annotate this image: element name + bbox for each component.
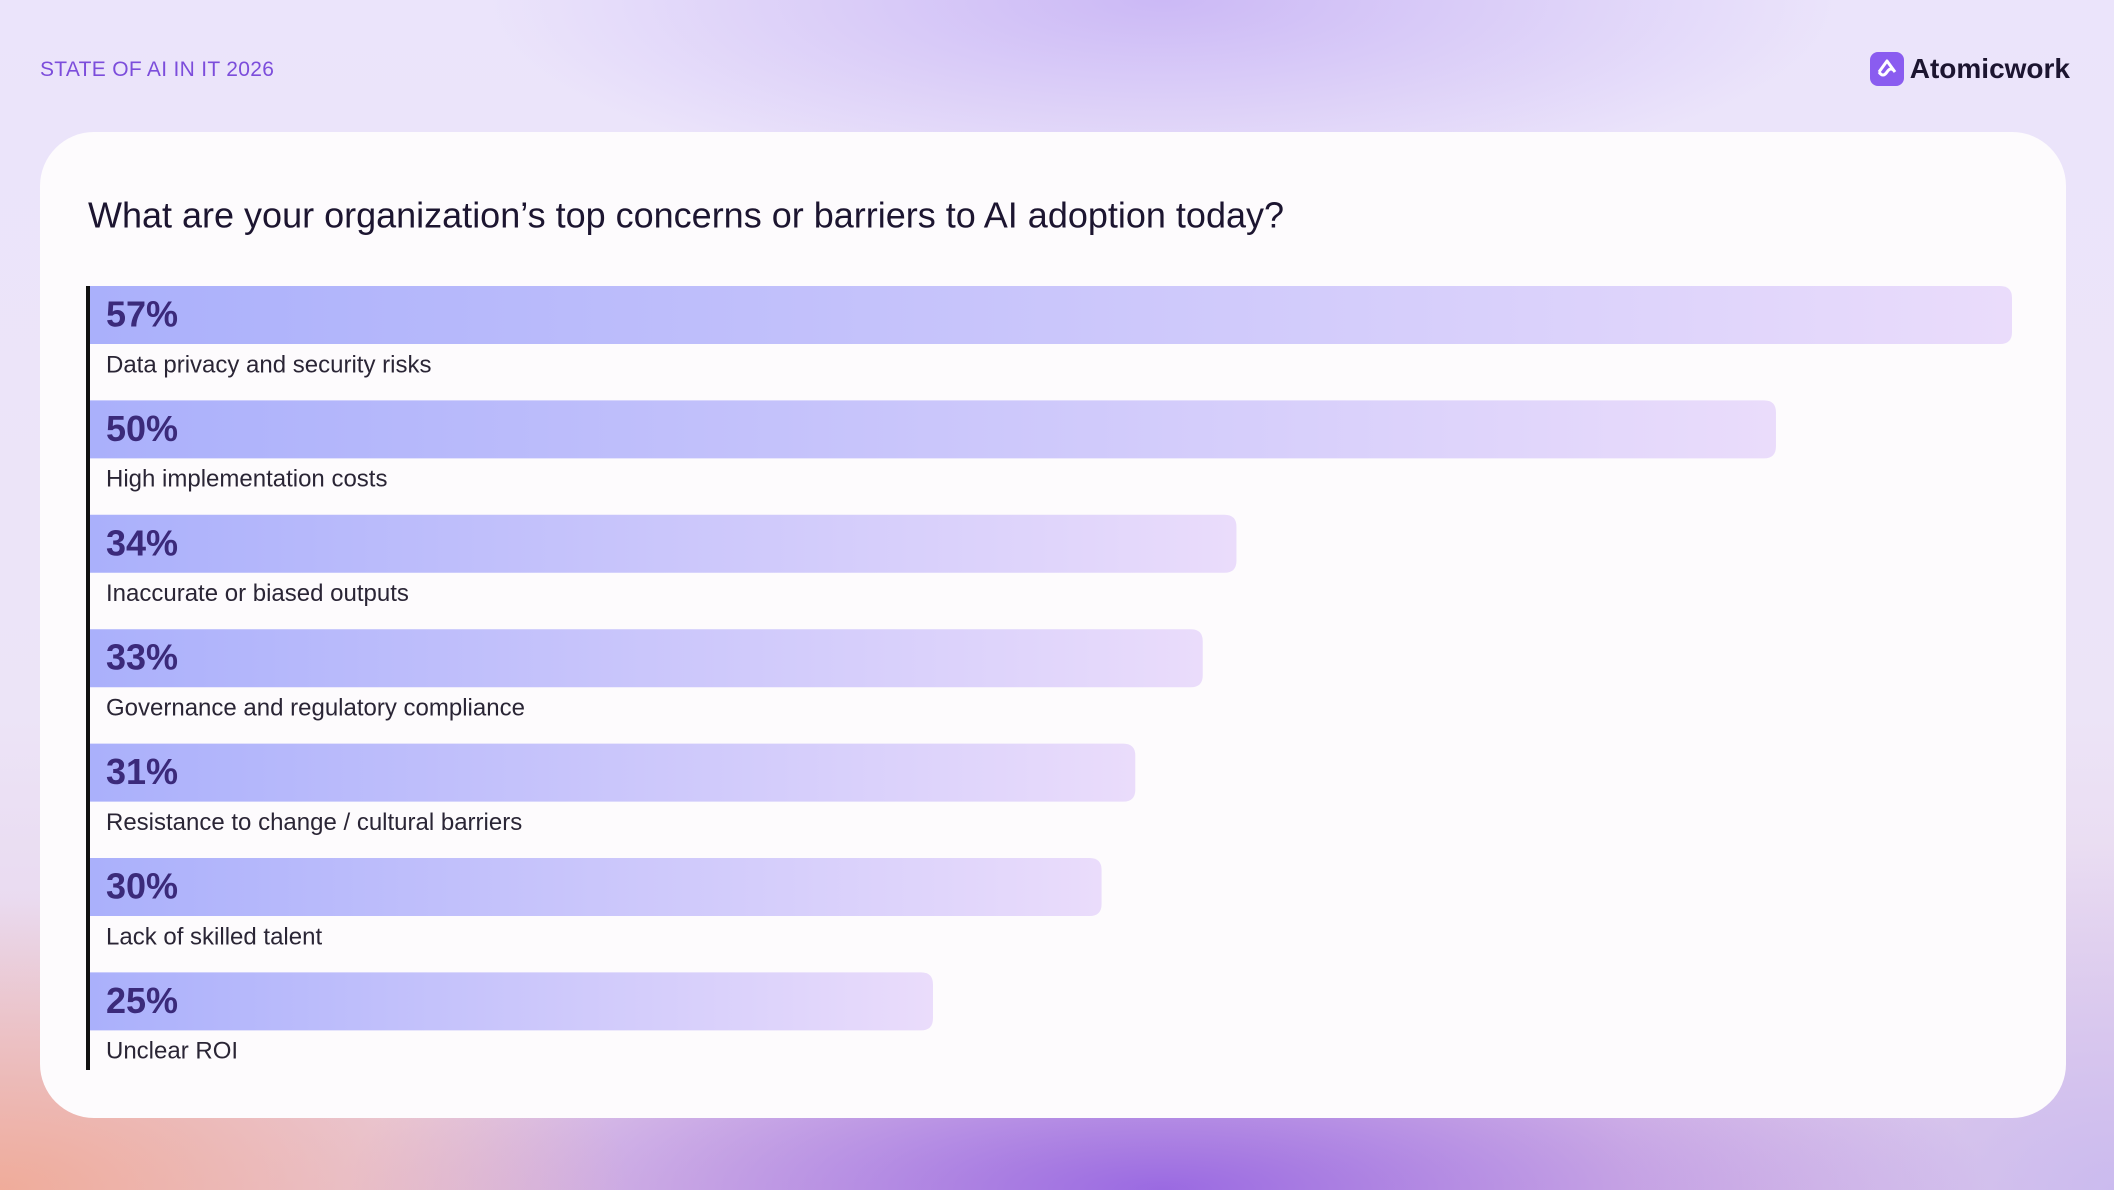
value-label: 31% (106, 751, 178, 792)
bar (90, 514, 1237, 573)
bar (90, 858, 1102, 916)
category-label: Data privacy and security risks (106, 351, 431, 378)
value-label: 30% (106, 866, 178, 907)
brand-name: Atomicwork (1909, 53, 2070, 84)
category-label: Governance and regulatory compliance (106, 695, 525, 722)
category-label: Lack of skilled talent (106, 923, 322, 950)
bar (90, 972, 933, 1031)
value-label: 34% (106, 522, 178, 563)
bar (90, 286, 2012, 344)
eyebrow: STATE OF AI IN IT 2026 (40, 58, 275, 81)
brand: Atomicwork (1869, 52, 2070, 86)
value-label: 33% (106, 637, 178, 678)
category-label: Unclear ROI (106, 1038, 238, 1065)
value-label: 57% (106, 294, 178, 335)
bar (90, 743, 1136, 802)
value-label: 25% (106, 980, 178, 1021)
chart-title: What are your organization’s top concern… (88, 195, 1284, 236)
value-label: 50% (106, 408, 178, 449)
bar (90, 400, 1776, 459)
category-label: Inaccurate or biased outputs (106, 580, 409, 607)
category-label: High implementation costs (106, 466, 387, 493)
brand-icon (1869, 52, 1904, 86)
bar (90, 629, 1203, 688)
category-label: Resistance to change / cultural barriers (106, 809, 522, 836)
